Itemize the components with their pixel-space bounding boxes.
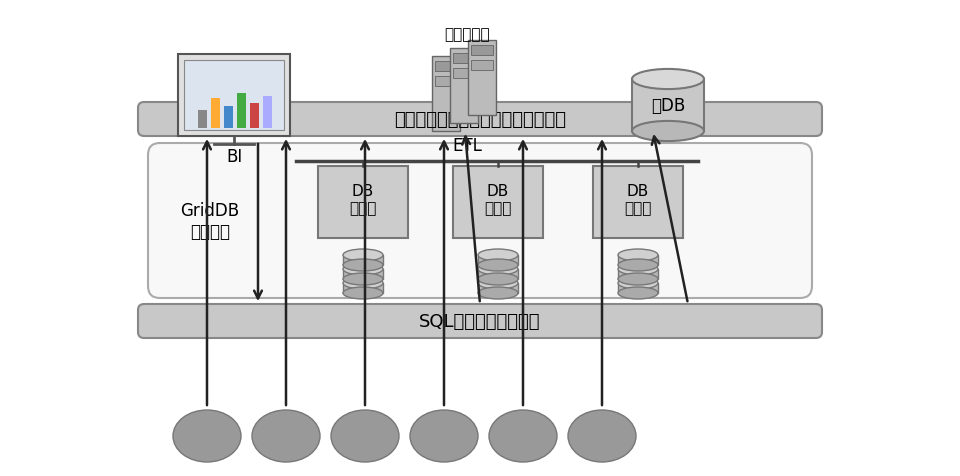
Text: ETL: ETL (452, 137, 482, 155)
Ellipse shape (618, 263, 658, 276)
Ellipse shape (343, 273, 383, 286)
Bar (453, 167, 543, 238)
Bar (618, 283, 658, 293)
Text: DB
ノード: DB ノード (624, 183, 652, 216)
Text: 他DB: 他DB (651, 97, 685, 115)
Ellipse shape (478, 249, 518, 261)
Ellipse shape (343, 288, 383, 299)
Bar (435, 62, 457, 72)
Ellipse shape (632, 122, 704, 142)
Bar (453, 54, 475, 64)
Ellipse shape (568, 410, 636, 462)
Ellipse shape (410, 410, 478, 462)
Bar (453, 69, 475, 79)
Ellipse shape (343, 259, 383, 271)
Ellipse shape (478, 278, 518, 289)
Ellipse shape (173, 410, 241, 462)
Bar (211, 99, 220, 129)
Bar (237, 94, 246, 129)
Bar (478, 283, 518, 293)
Bar (618, 269, 658, 279)
Bar (468, 41, 496, 116)
Ellipse shape (478, 263, 518, 276)
Ellipse shape (343, 263, 383, 276)
Bar (263, 97, 272, 129)
Ellipse shape (478, 288, 518, 299)
Ellipse shape (489, 410, 557, 462)
Bar (184, 61, 284, 131)
Text: 他システム: 他システム (444, 28, 490, 42)
Ellipse shape (618, 259, 658, 271)
Ellipse shape (343, 278, 383, 289)
Bar (632, 80, 704, 132)
Ellipse shape (478, 259, 518, 271)
Bar (478, 269, 518, 279)
Bar (432, 57, 460, 132)
Bar (198, 111, 207, 129)
Bar (450, 49, 478, 124)
Text: SQLインターフェイス: SQLインターフェイス (420, 312, 540, 330)
FancyBboxPatch shape (138, 304, 822, 338)
Ellipse shape (618, 278, 658, 289)
Ellipse shape (331, 410, 399, 462)
Text: DB
ノード: DB ノード (349, 183, 376, 216)
FancyBboxPatch shape (148, 144, 812, 298)
Bar (250, 104, 259, 129)
Bar (343, 256, 383, 266)
Bar (471, 61, 493, 71)
Ellipse shape (252, 410, 320, 462)
Bar (593, 167, 683, 238)
Bar (343, 269, 383, 279)
Text: DB
ノード: DB ノード (484, 183, 512, 216)
Ellipse shape (478, 273, 518, 286)
Ellipse shape (618, 273, 658, 286)
Bar (435, 77, 457, 87)
Bar (471, 46, 493, 56)
FancyBboxPatch shape (138, 103, 822, 137)
Text: GridDB
クラスタ: GridDB クラスタ (180, 202, 240, 240)
Ellipse shape (343, 249, 383, 261)
Bar (343, 283, 383, 293)
Text: キー・バリュー型インターフェイス: キー・バリュー型インターフェイス (394, 111, 566, 129)
Ellipse shape (632, 70, 704, 90)
Bar (178, 55, 290, 137)
Bar (478, 256, 518, 266)
Bar (618, 256, 658, 266)
Ellipse shape (618, 249, 658, 261)
Text: BI: BI (226, 148, 242, 166)
Bar (318, 167, 408, 238)
Bar (224, 107, 233, 129)
Ellipse shape (618, 288, 658, 299)
